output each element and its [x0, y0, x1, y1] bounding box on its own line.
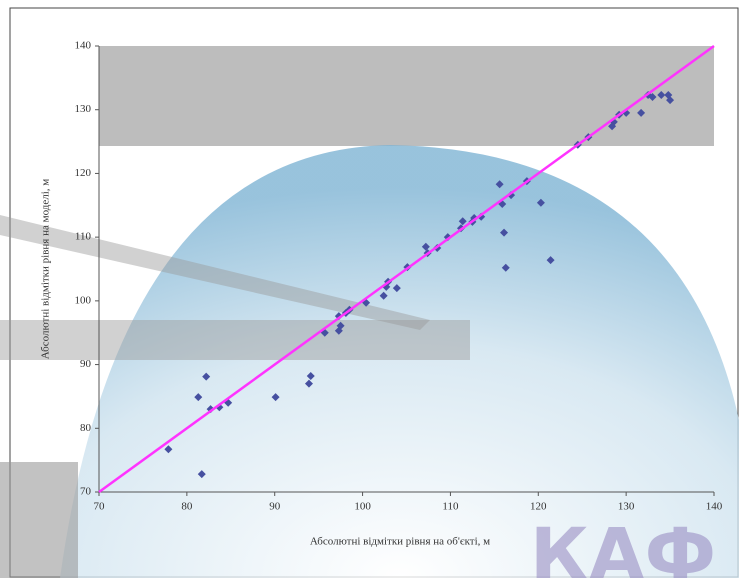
y-tick-label: 120 — [75, 167, 92, 179]
x-axis-title: Абсолютні відмітки рівня на об'єкті, м — [310, 536, 490, 548]
chart: КАФ Абсолютні відмітки рівня на об'єкті,… — [0, 0, 739, 578]
x-tick-label: 140 — [706, 501, 723, 513]
x-tick-label: 100 — [354, 501, 371, 513]
x-tick-label: 90 — [269, 501, 281, 513]
y-tick-label: 80 — [80, 422, 92, 434]
logo-block — [0, 462, 78, 578]
y-axis-title: Абсолютні відмітки рівня на моделі, м — [40, 179, 52, 360]
crane — [0, 320, 470, 360]
y-tick-label: 130 — [75, 103, 92, 115]
y-tick-label: 140 — [75, 40, 92, 52]
watermark: КАФ — [530, 513, 716, 578]
y-tick-label: 110 — [75, 231, 92, 243]
x-tick-label: 110 — [442, 501, 459, 513]
y-tick-label: 100 — [75, 294, 92, 306]
x-tick-label: 80 — [181, 501, 193, 513]
y-tick-label: 90 — [80, 358, 92, 370]
x-tick-label: 130 — [618, 501, 635, 513]
background-band — [99, 46, 714, 146]
y-tick-label: 70 — [80, 486, 92, 498]
x-tick-label: 70 — [94, 501, 106, 513]
x-tick-label: 120 — [530, 501, 547, 513]
